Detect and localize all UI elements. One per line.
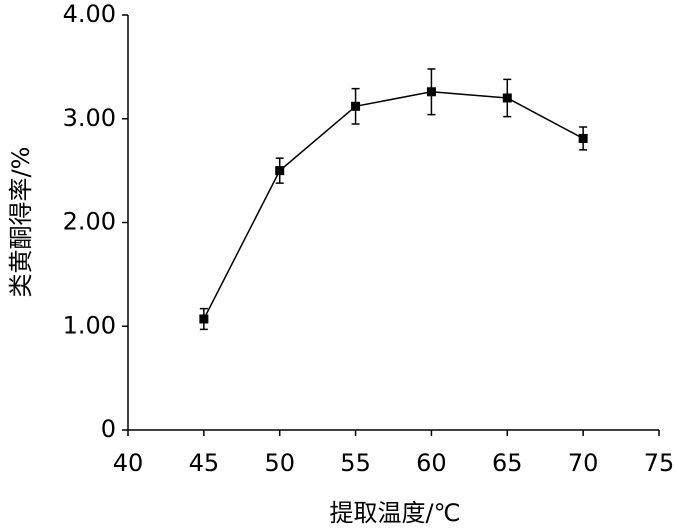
x-tick-label: 70 bbox=[568, 449, 599, 477]
point bbox=[275, 166, 285, 176]
point bbox=[502, 93, 512, 103]
point bbox=[426, 87, 436, 97]
y-tick-label: 0 bbox=[101, 415, 116, 443]
x-tick-label: 60 bbox=[416, 449, 447, 477]
y-tick-label: 3.00 bbox=[63, 104, 116, 132]
point bbox=[578, 133, 588, 143]
x-tick-label: 50 bbox=[264, 449, 295, 477]
x-tick-label: 45 bbox=[189, 449, 220, 477]
y-tick-label: 1.00 bbox=[63, 311, 116, 339]
y-axis-label: 类黄酮得率/% bbox=[7, 147, 35, 298]
point bbox=[199, 314, 209, 324]
point bbox=[351, 101, 361, 111]
x-axis-label: 提取温度/℃ bbox=[329, 499, 460, 527]
x-tick-label: 55 bbox=[340, 449, 371, 477]
x-tick-label: 75 bbox=[644, 449, 675, 477]
line bbox=[203, 91, 584, 320]
y-tick-label: 4.00 bbox=[63, 0, 116, 28]
x-tick-label: 40 bbox=[113, 449, 144, 477]
x-tick-label: 65 bbox=[492, 449, 523, 477]
y-tick-label: 2.00 bbox=[63, 208, 116, 236]
